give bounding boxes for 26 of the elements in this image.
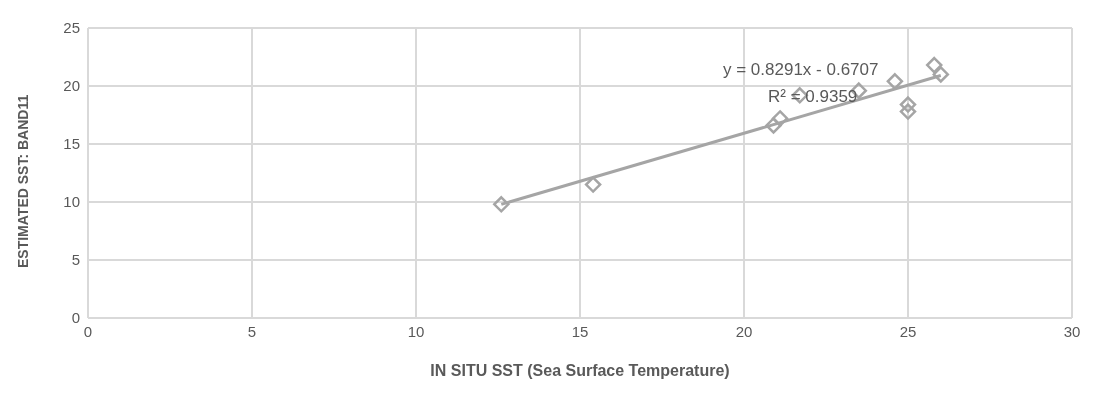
point (925, 56, 943, 74)
y-tick-label: 5 (71, 251, 80, 269)
y-axis-title: ESTIMATED SST: BAND11 (14, 94, 31, 268)
x-axis-title: IN SITU SST (Sea Surface Temperature) (430, 362, 730, 379)
x-tick-label: 15 (571, 322, 589, 340)
x-tick-label: 30 (1063, 322, 1081, 340)
annotation: R² = 0.9359 (768, 87, 858, 107)
y-tick-label: 0 (71, 309, 80, 327)
x-tick-label: 25 (899, 322, 917, 340)
x-tick-label: 5 (247, 322, 257, 340)
annotation: y = 0.8291x - 0.6707 (723, 60, 879, 80)
y-tick-label: 25 (63, 19, 80, 37)
point (886, 73, 904, 90)
y-tick-label: 20 (63, 77, 80, 95)
point (932, 66, 950, 83)
point (765, 117, 782, 134)
x-tick-label: 10 (407, 322, 425, 340)
y-tick-label: 10 (63, 193, 80, 211)
point (899, 103, 917, 120)
y-tick-label: 15 (63, 135, 80, 153)
x-tick-label: 20 (735, 322, 753, 340)
point (493, 196, 510, 213)
point (584, 176, 602, 193)
x-tick-label: 0 (83, 322, 93, 340)
point (771, 110, 789, 127)
point (899, 96, 917, 113)
